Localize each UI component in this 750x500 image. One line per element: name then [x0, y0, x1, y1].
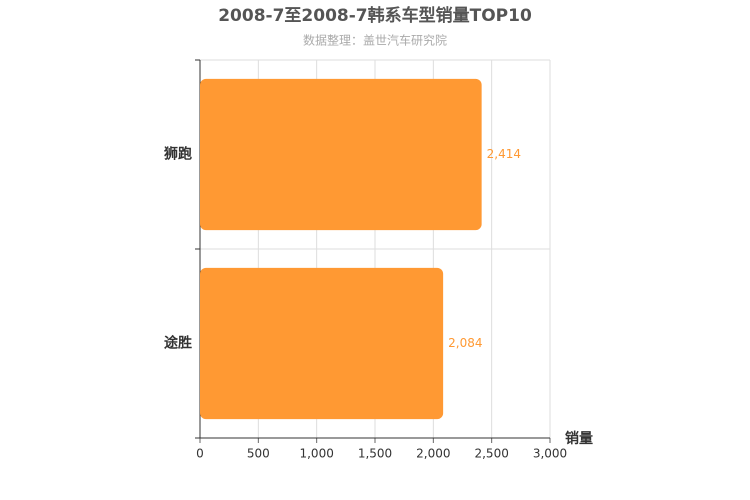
x-tick-label: 0 [196, 447, 204, 461]
x-axis-label: 销量 [565, 430, 593, 447]
y-tick-label: 途胜 [164, 335, 192, 352]
x-tick-label: 2,000 [416, 447, 450, 461]
x-tick-label: 500 [247, 447, 270, 461]
value-label: 2,414 [487, 147, 521, 161]
chart-title: 2008-7至2008-7韩系车型销量TOP10 [218, 5, 532, 26]
value-label: 2,084 [448, 336, 482, 350]
bar [200, 78, 482, 231]
x-tick-label: 1,000 [299, 447, 333, 461]
x-tick-label: 3,000 [533, 447, 567, 461]
x-tick-label: 1,500 [358, 447, 392, 461]
chart-subtitle: 数据整理：盖世汽车研究院 [303, 33, 447, 48]
y-tick-label: 狮跑 [163, 146, 192, 163]
x-tick-label: 2,500 [474, 447, 508, 461]
bar [200, 267, 444, 420]
